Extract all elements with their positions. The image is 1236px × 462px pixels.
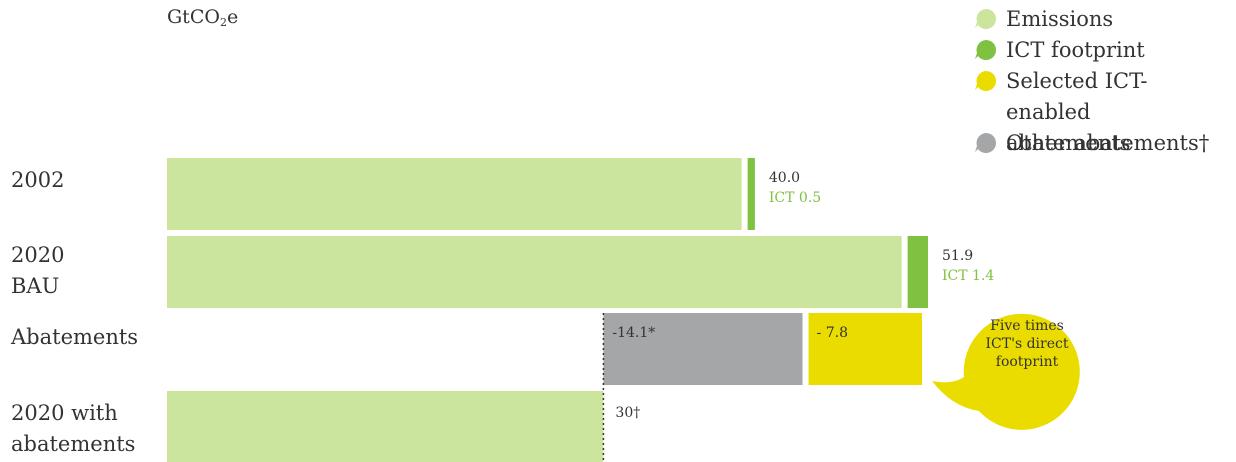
bar-emissions-0 — [167, 158, 742, 230]
legend-label-ict-footprint: ICT footprint — [1006, 38, 1145, 62]
label-total-0: 40.0 — [769, 170, 800, 186]
other-abatements-swatch-icon — [975, 133, 996, 153]
row-label-2002: 2002 — [11, 168, 65, 192]
row-label-abatements: Abatements — [11, 325, 139, 349]
row-label-2020-bau: 2020 BAU — [11, 243, 65, 298]
emissions-swatch-icon — [975, 9, 996, 29]
legend-label-other-abatements: Other abatements† — [1006, 131, 1210, 155]
label-other-abatements: -14.1* — [612, 325, 655, 341]
row-label-2020-with-abatements: 2020 with abatements — [11, 401, 136, 456]
callout-bubble-shape — [932, 313, 1080, 430]
ict-abatements-swatch-shape — [975, 71, 996, 91]
label-total-3: 30† — [615, 405, 640, 421]
ict-footprint-swatch-icon — [975, 40, 996, 60]
label-ict-0: ICT 0.5 — [769, 190, 821, 206]
bar-ict-abatements — [808, 313, 922, 385]
bar-ict-footprint-1 — [907, 236, 928, 308]
ict-abatements-swatch-icon — [975, 71, 996, 91]
emissions-swatch-shape — [975, 9, 996, 29]
label-total-1: 51.9 — [942, 248, 973, 264]
label-ict-abatements: - 7.8 — [817, 325, 848, 341]
callout-bubble — [932, 313, 1080, 430]
label-ict-1: ICT 1.4 — [942, 268, 994, 284]
legend-label-ict-abatements: Selected ICT-enabled abatements — [1006, 69, 1148, 155]
unit-label: GtCO2e — [167, 6, 239, 29]
bar-ict-footprint-0 — [747, 158, 755, 230]
callout-text: Five times ICT's direct footprint — [985, 318, 1069, 370]
legend-label-emissions: Emissions — [1006, 7, 1114, 31]
bar-emissions-1 — [167, 236, 902, 308]
ict-footprint-swatch-shape — [975, 40, 996, 60]
other-abatements-swatch-shape — [975, 133, 996, 153]
bar-emissions-3 — [167, 391, 604, 462]
bar-other-abatements — [603, 313, 803, 385]
